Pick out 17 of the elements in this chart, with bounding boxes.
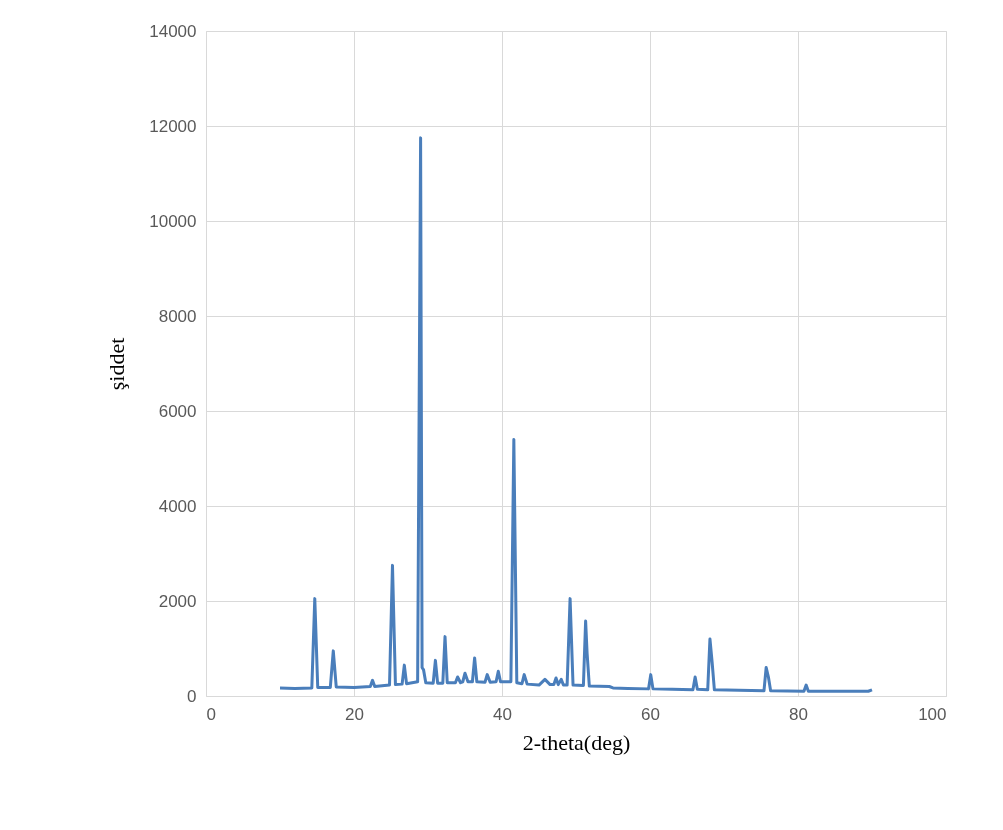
y-tick-label: 0: [187, 686, 197, 706]
y-tick-label: 8000: [158, 306, 197, 326]
x-tick-label: 100: [918, 704, 947, 724]
y-tick-label: 4000: [158, 496, 197, 516]
y-tick-label: 10000: [149, 211, 197, 231]
line-series: [278, 136, 874, 693]
x-axis-title: 2-theta(deg): [522, 729, 631, 755]
x-tick-label: 60: [641, 704, 660, 724]
y-tick-label: 12000: [149, 116, 197, 136]
x-tick-label: 80: [789, 704, 808, 724]
x-tick-label: 0: [206, 704, 216, 724]
y-tick-label: 6000: [158, 401, 197, 421]
x-tick-label: 40: [493, 704, 512, 724]
y-tick-label: 2000: [158, 591, 197, 611]
x-tick-label: 20: [345, 704, 364, 724]
y-axis-title: şiddet: [104, 337, 130, 391]
y-tick-label: 14000: [149, 21, 197, 41]
